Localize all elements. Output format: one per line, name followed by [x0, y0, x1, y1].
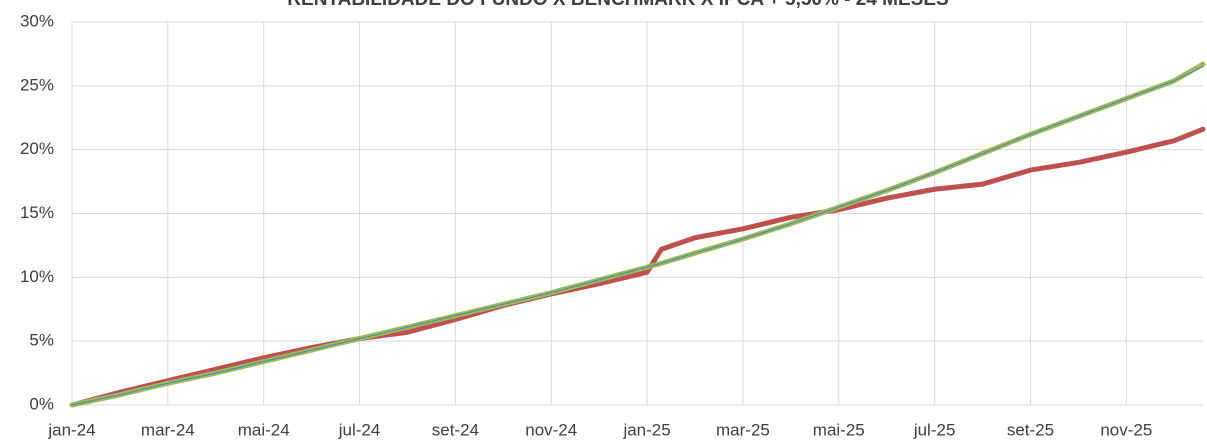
x-tick-label: set-25 — [1007, 420, 1054, 439]
x-tick-label: mai-24 — [238, 420, 290, 439]
x-tick-label: mar-25 — [716, 420, 770, 439]
x-tick-label: nov-24 — [525, 420, 577, 439]
x-tick-label: nov-25 — [1100, 420, 1152, 439]
x-tick-label: jan-25 — [622, 420, 670, 439]
y-tick-label: 20% — [20, 139, 54, 158]
series-line — [69, 126, 1206, 408]
x-tick-label: jul-25 — [913, 420, 956, 439]
y-tick-label: 5% — [29, 331, 54, 350]
y-tick-label: 15% — [20, 203, 54, 222]
x-tick-label: jan-24 — [47, 420, 95, 439]
y-tick-label: 0% — [29, 394, 54, 413]
chart-title: RENTABILIDADE DO FUNDO X BENCHMARK X IPC… — [287, 0, 948, 10]
y-tick-label: 10% — [20, 267, 54, 286]
x-tick-label: jul-24 — [338, 420, 381, 439]
series-line — [69, 61, 1206, 408]
x-tick-label: mai-25 — [813, 420, 865, 439]
y-tick-label: 25% — [20, 75, 54, 94]
x-tick-label: mar-24 — [141, 420, 195, 439]
y-tick-label: 30% — [20, 11, 54, 30]
series-line — [71, 66, 1204, 406]
x-tick-label: set-24 — [432, 420, 479, 439]
